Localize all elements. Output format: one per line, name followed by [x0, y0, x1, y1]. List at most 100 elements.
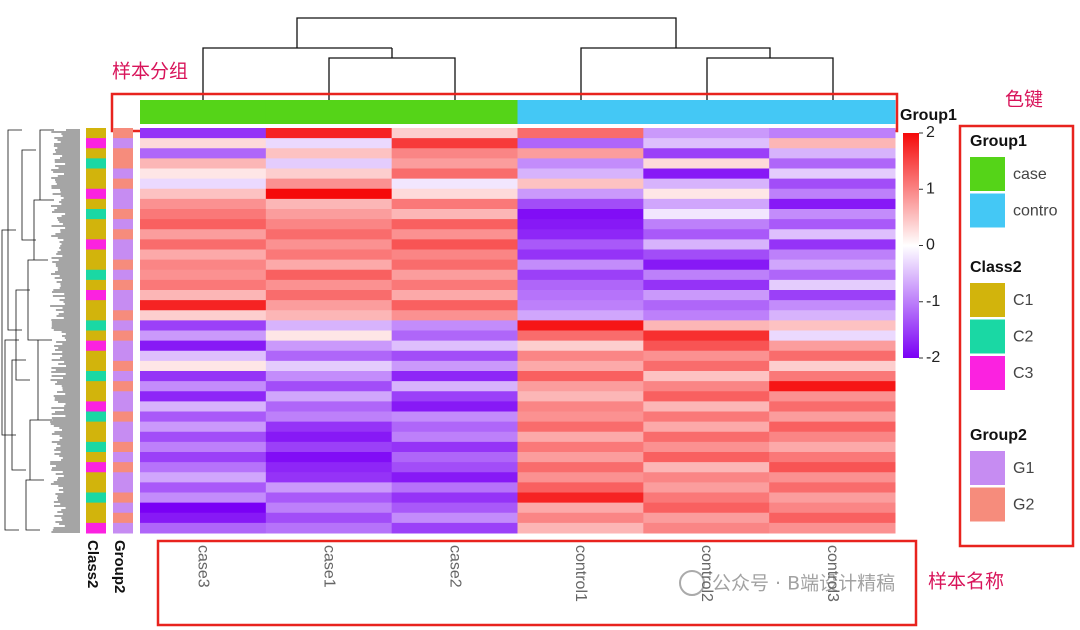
heatmap-cell [643, 188, 770, 200]
legend-swatch [970, 487, 1005, 522]
row-annotation-cell [113, 482, 133, 493]
heatmap-cell [643, 502, 770, 514]
heatmap-cell [769, 340, 896, 352]
row-annotation-cell [86, 381, 106, 392]
color-key-label: 0 [926, 237, 935, 254]
heatmap-cell [265, 411, 393, 423]
legend-swatch [970, 356, 1005, 390]
row-annotation-cell [113, 360, 133, 372]
heatmap-cell [140, 360, 267, 372]
heatmap-cell [391, 522, 518, 534]
heatmap-cell [391, 158, 518, 169]
legend-label: contro [1013, 203, 1058, 220]
row-annotation-cell [86, 350, 106, 362]
heatmap-cell [265, 401, 393, 412]
heatmap-cell [391, 401, 518, 412]
heatmap-cell [769, 512, 896, 524]
column-annotation-name: Group1 [900, 107, 957, 124]
row-annotation-cell [113, 148, 133, 159]
row-annotation-cell [86, 178, 106, 190]
heatmap-cell [265, 452, 393, 463]
heatmap-cell [391, 462, 518, 473]
heatmap-cell [140, 310, 267, 321]
heatmap-cell [391, 472, 518, 483]
heatmap-cell [391, 148, 518, 159]
heatmap-cell [265, 441, 393, 453]
heatmap-cell [517, 482, 644, 493]
heatmap-cell [265, 300, 393, 311]
legend-title: Group1 [970, 133, 1027, 150]
heatmap-cell [140, 138, 267, 149]
heatmap-cell [140, 209, 267, 220]
heatmap-cell [391, 371, 518, 382]
heatmap-cell [140, 492, 267, 504]
heatmap-cell [391, 441, 518, 453]
heatmap-cell [140, 279, 267, 291]
row-annotation-cell [113, 178, 133, 190]
heatmap-cell [643, 198, 770, 210]
heatmap-cell [769, 330, 896, 342]
heatmap-cell [391, 381, 518, 392]
heatmap-cell [265, 310, 393, 321]
row-annotation-cell [113, 472, 133, 483]
heatmap-cell [140, 371, 267, 382]
heatmap-cell [643, 452, 770, 463]
heatmap-cell [517, 502, 644, 514]
row-annotation-cell [113, 452, 133, 463]
heatmap-cell [140, 188, 267, 200]
heatmap-cell [391, 239, 518, 250]
row-annotation-cell [113, 138, 133, 149]
row-annotation-cell [113, 421, 133, 433]
heatmap-cell [769, 128, 896, 139]
heatmap-cell [391, 300, 518, 311]
heatmap-cell [769, 249, 896, 261]
color-key-label: -1 [926, 293, 940, 310]
row-annotation-cell [113, 198, 133, 210]
row-annotation-cell [86, 462, 106, 473]
heatmap-cell [140, 249, 267, 261]
heatmap-cell [769, 279, 896, 291]
column-label: control2 [698, 545, 715, 602]
heatmap-cell [517, 421, 644, 433]
row-annotation-cell [113, 259, 133, 271]
row-annotation-cell [86, 502, 106, 514]
heatmap-cell [265, 198, 393, 210]
row-annotation-cell [113, 128, 133, 139]
heatmap-cell [517, 391, 644, 402]
callout-box [156, 539, 918, 627]
heatmap-cell [643, 128, 770, 139]
row-annotation-cell [86, 512, 106, 524]
heatmap-cell [391, 340, 518, 352]
heatmap-cell [391, 290, 518, 301]
heatmap-cell [517, 290, 644, 301]
heatmap-cell [769, 178, 896, 190]
heatmap-cell [391, 492, 518, 504]
row-annotation-cell [86, 452, 106, 463]
heatmap-cell [391, 310, 518, 321]
heatmap-cell [769, 401, 896, 412]
column-label: case2 [446, 545, 463, 588]
heatmap-cell [265, 360, 393, 372]
heatmap-cell [643, 462, 770, 473]
row-annotation-cell [86, 259, 106, 271]
row-annotation-cell [113, 300, 133, 311]
heatmap-cell [391, 502, 518, 514]
row-annotation-name: Class2 [84, 540, 101, 588]
row-annotation-cell [86, 401, 106, 412]
heatmap-cell [769, 219, 896, 230]
column-label: case3 [195, 545, 212, 588]
heatmap-cell [140, 198, 267, 210]
heatmap-cell [391, 512, 518, 524]
heatmap-cell [643, 239, 770, 250]
row-annotation-cell [86, 441, 106, 453]
row-annotation-cell [86, 391, 106, 402]
heatmap-cell [769, 148, 896, 159]
heatmap-cell [391, 482, 518, 493]
heatmap-cell [391, 421, 518, 433]
color-key [903, 133, 919, 358]
heatmap-cell [643, 269, 770, 281]
row-annotation-cell [113, 431, 133, 443]
heatmap-cell [391, 249, 518, 261]
heatmap-cell [769, 188, 896, 200]
heatmap-cell [643, 482, 770, 493]
